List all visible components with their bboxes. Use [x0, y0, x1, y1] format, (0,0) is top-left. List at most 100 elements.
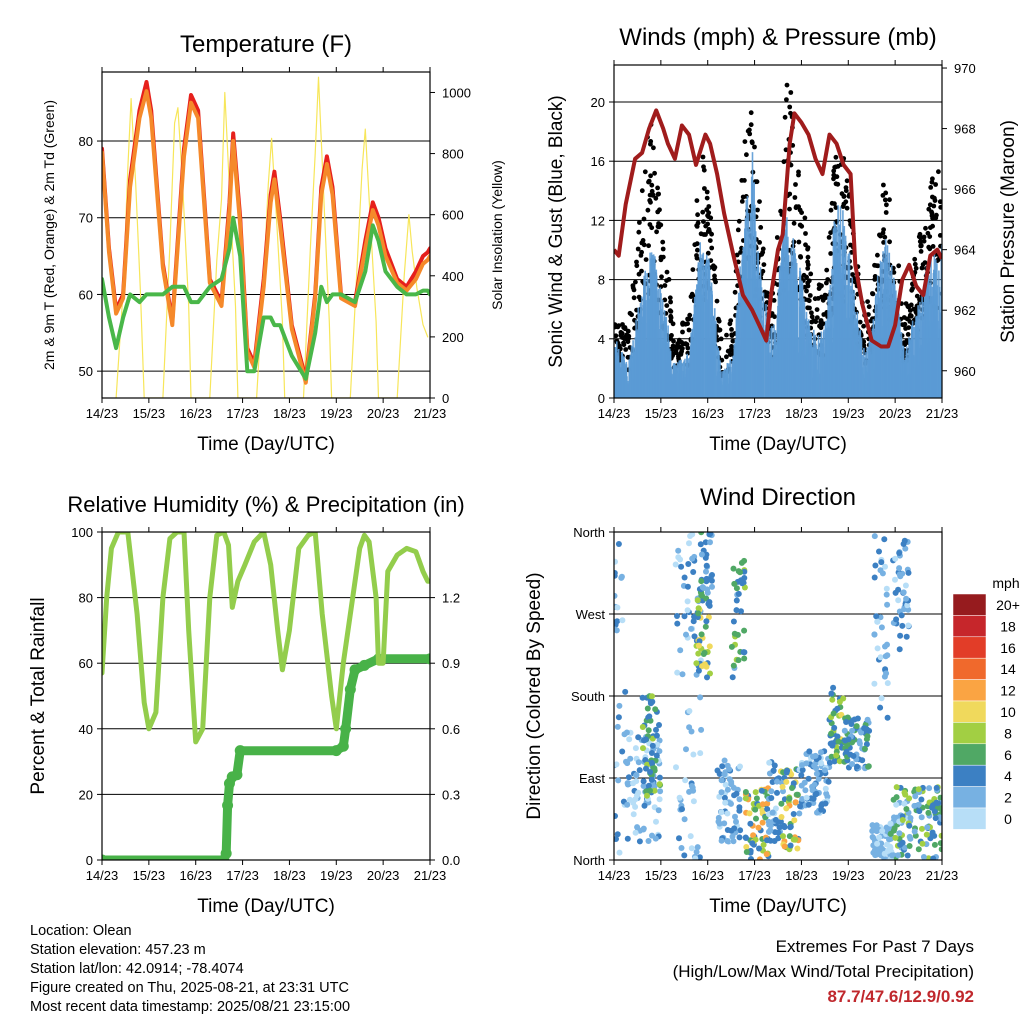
direction-point [777, 818, 784, 825]
y-tick-label: North [573, 525, 605, 540]
direction-point [907, 815, 914, 821]
direction-point [632, 745, 639, 752]
plot-area [614, 82, 942, 398]
direction-point [742, 795, 749, 802]
gust-point [687, 312, 693, 318]
y-tick-label: 80 [79, 134, 93, 149]
direction-point [618, 574, 625, 581]
gust-point [655, 224, 661, 229]
y-tick-label: 80 [79, 591, 93, 606]
gust-point [881, 182, 886, 188]
series-line-9m-t [102, 89, 430, 385]
direction-point [848, 721, 855, 727]
direction-point [901, 789, 908, 796]
direction-point [681, 816, 688, 823]
direction-point [656, 781, 663, 788]
gust-point [798, 254, 803, 259]
gust-point [844, 178, 850, 184]
gust-point [814, 307, 820, 312]
direction-point [915, 846, 922, 853]
direction-point [937, 840, 942, 847]
direction-point [884, 714, 891, 721]
gust-point [881, 227, 886, 233]
direction-point [731, 580, 738, 587]
direction-point [619, 748, 626, 755]
gust-point [796, 239, 802, 245]
direction-point [797, 803, 804, 810]
gust-point [824, 267, 830, 273]
direction-point [752, 806, 759, 813]
y-tick-label: North [573, 853, 605, 868]
direction-point [697, 694, 704, 701]
gust-point [865, 299, 870, 304]
gust-point [887, 197, 892, 203]
direction-point [688, 845, 695, 852]
x-tick-label: 20/23 [879, 406, 912, 421]
direction-point [896, 565, 903, 572]
direction-point [897, 632, 904, 639]
y-tick-label: 50 [79, 364, 93, 379]
x-tick-label: 21/23 [414, 406, 447, 421]
extremes-panel: Extremes For Past 7 Days (High/Low/Max W… [673, 934, 974, 1009]
direction-point [632, 829, 639, 836]
direction-point [907, 835, 914, 842]
direction-point [902, 545, 909, 552]
direction-point [931, 832, 938, 839]
y2-tick-label: 1.2 [442, 591, 460, 606]
gust-point [716, 316, 721, 322]
x-tick-label: 16/23 [691, 868, 724, 883]
direction-point [622, 688, 629, 695]
direction-point [648, 750, 655, 756]
gust-point [809, 310, 814, 316]
direction-point [849, 761, 856, 767]
chart-title: Relative Humidity (%) & Precipitation (i… [67, 492, 464, 517]
gust-point [662, 283, 668, 288]
y2-tick-label: 966 [954, 182, 976, 197]
direction-point [915, 801, 922, 808]
gust-point [757, 240, 762, 245]
direction-point [891, 825, 898, 832]
direction-point [873, 822, 880, 829]
x-tick-label: 20/23 [367, 406, 400, 421]
gust-point [662, 297, 668, 303]
direction-point [690, 569, 697, 575]
gust-point [695, 212, 700, 218]
direction-point [825, 778, 832, 785]
direction-point [619, 617, 626, 624]
direction-point [933, 799, 940, 806]
x-tick-label: 16/23 [691, 406, 724, 421]
gust-point [701, 164, 706, 170]
gust-point [820, 297, 826, 303]
direction-point [903, 806, 910, 812]
direction-point [764, 806, 771, 813]
gust-point [901, 315, 907, 320]
direction-point [770, 767, 777, 774]
direction-point [856, 738, 863, 745]
direction-point [780, 833, 786, 840]
direction-point [792, 799, 799, 806]
gust-point [818, 319, 823, 325]
direction-point [828, 753, 835, 760]
chart-panel-3: Relative Humidity (%) & Precipitation (i… [28, 492, 465, 917]
direction-point [640, 783, 647, 789]
direction-point [802, 787, 809, 794]
gust-point [689, 291, 695, 297]
direction-point [743, 835, 749, 841]
gust-point [835, 181, 841, 187]
direction-point [849, 727, 856, 734]
direction-point [730, 618, 737, 625]
direction-point [919, 825, 925, 832]
direction-point [884, 641, 890, 648]
y-tick-label: East [579, 771, 605, 786]
y2-tick-label: 800 [442, 147, 464, 162]
gust-point [650, 193, 656, 198]
direction-point [902, 582, 909, 589]
gust-point [736, 218, 742, 224]
gust-point [695, 247, 700, 253]
gust-point [735, 227, 741, 233]
gust-point [833, 154, 839, 160]
direction-point [892, 834, 899, 841]
direction-point [693, 660, 700, 667]
direction-point [614, 572, 618, 579]
gust-point [932, 198, 938, 204]
